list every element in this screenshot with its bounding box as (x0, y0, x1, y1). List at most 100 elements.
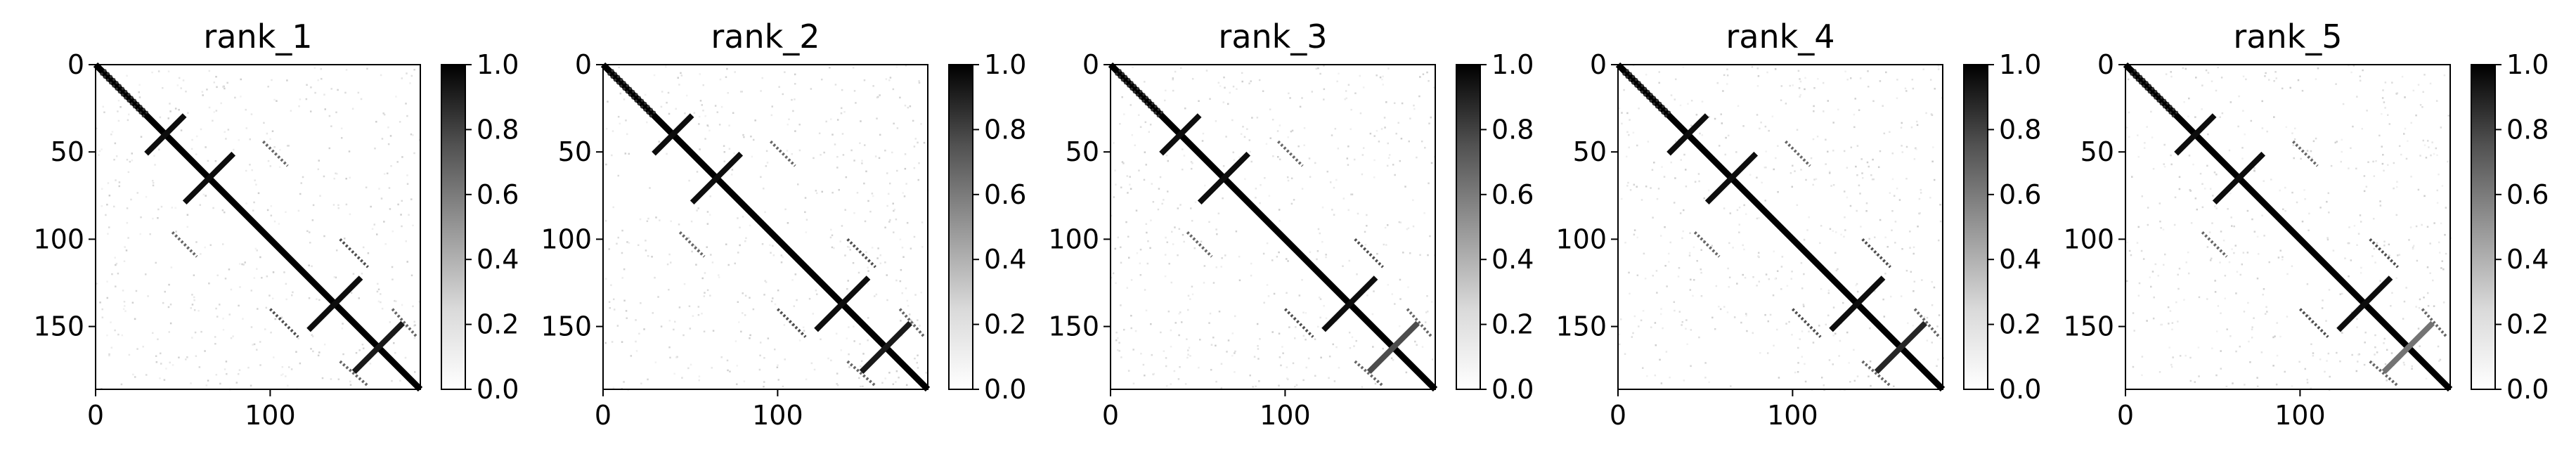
faint-contact (1361, 154, 1364, 156)
faint-contact (1369, 132, 1372, 135)
faint-contact (2412, 247, 2414, 250)
faint-contact (2141, 374, 2143, 377)
faint-contact (844, 209, 846, 211)
faint-contact (758, 368, 761, 371)
faint-contact (1844, 70, 1846, 72)
faint-contact (1633, 315, 1636, 318)
faint-contact (2435, 100, 2438, 102)
faint-contact (605, 163, 607, 166)
faint-contact (2220, 230, 2222, 233)
y-tick-label: 0 (2097, 49, 2114, 80)
faint-contact (306, 230, 309, 233)
faint-contact (1937, 239, 1940, 242)
faint-contact (733, 152, 735, 155)
faint-contact (1738, 223, 1740, 226)
faint-contact (630, 355, 633, 357)
faint-contact (840, 107, 843, 110)
faint-contact (1673, 301, 1676, 304)
faint-contact (647, 378, 649, 381)
faint-contact (1620, 318, 1622, 320)
faint-contact (270, 214, 273, 216)
faint-contact (1882, 298, 1884, 301)
faint-contact (665, 65, 667, 68)
faint-contact (1338, 367, 1340, 369)
faint-contact (1334, 127, 1337, 130)
faint-contact (1827, 290, 1830, 292)
faint-contact (321, 77, 323, 80)
faint-contact (1869, 360, 1872, 363)
faint-contact (1905, 269, 1908, 272)
faint-contact (701, 277, 704, 280)
faint-contact (1846, 78, 1849, 81)
faint-contact (1905, 145, 1908, 148)
faint-contact (2214, 205, 2216, 207)
faint-contact (1280, 364, 1282, 367)
faint-contact (1820, 377, 1823, 379)
faint-contact (2425, 377, 2428, 380)
faint-contact (1353, 158, 1356, 161)
faint-contact (698, 115, 701, 118)
faint-contact (645, 249, 647, 252)
faint-contact (380, 293, 382, 295)
faint-contact (1628, 146, 1630, 149)
faint-contact (333, 177, 336, 180)
faint-contact (720, 105, 723, 108)
faint-contact (1626, 155, 1628, 158)
faint-contact (1856, 145, 1859, 147)
faint-contact (2336, 141, 2338, 143)
colorbar-tick-label: 0.8 (477, 114, 519, 145)
faint-contact (623, 98, 626, 100)
heatmap-contacts (600, 62, 931, 392)
faint-contact (114, 257, 116, 259)
faint-contact (1798, 87, 1801, 89)
faint-contact (912, 119, 914, 122)
faint-contact (2260, 351, 2263, 353)
faint-contact (2350, 311, 2353, 313)
faint-contact (1319, 298, 1322, 300)
faint-contact (2355, 167, 2357, 170)
faint-contact (637, 244, 640, 247)
faint-contact (918, 80, 920, 82)
faint-contact (1130, 188, 1132, 190)
faint-contact (2353, 225, 2356, 227)
faint-contact (1258, 79, 1261, 82)
faint-contact (1690, 124, 1692, 126)
faint-contact (900, 268, 902, 271)
faint-contact (694, 245, 697, 247)
faint-contact (1345, 90, 1347, 92)
faint-contact (1422, 73, 1425, 75)
faint-contact (673, 372, 675, 375)
faint-contact (1384, 226, 1387, 229)
faint-contact (1287, 136, 1289, 138)
faint-contact (774, 303, 777, 306)
faint-contact (1262, 90, 1264, 92)
heatmap-frame (602, 64, 928, 390)
faint-contact (2206, 246, 2209, 248)
faint-contact (1113, 196, 1115, 198)
faint-contact (2246, 209, 2249, 212)
faint-contact (765, 150, 768, 152)
faint-contact (2296, 201, 2298, 204)
faint-contact (849, 249, 851, 251)
faint-contact (2373, 175, 2376, 177)
faint-contact (145, 195, 148, 198)
faint-contact (2138, 282, 2141, 285)
faint-contact (2253, 167, 2255, 169)
faint-contact (1743, 248, 1745, 251)
faint-contact (1760, 121, 1762, 124)
faint-contact (688, 179, 690, 182)
faint-contact (727, 264, 730, 266)
faint-contact (2189, 379, 2192, 382)
faint-contact (152, 184, 155, 187)
faint-contact (1295, 384, 1298, 387)
faint-contact (126, 207, 129, 209)
faint-contact (1329, 181, 1332, 183)
faint-contact (1279, 356, 1281, 358)
faint-contact (1742, 273, 1744, 276)
faint-contact (1849, 381, 1851, 383)
faint-contact (381, 138, 384, 140)
faint-contact (1139, 248, 1142, 251)
faint-contact (2150, 110, 2152, 113)
faint-contact (1218, 310, 1221, 313)
